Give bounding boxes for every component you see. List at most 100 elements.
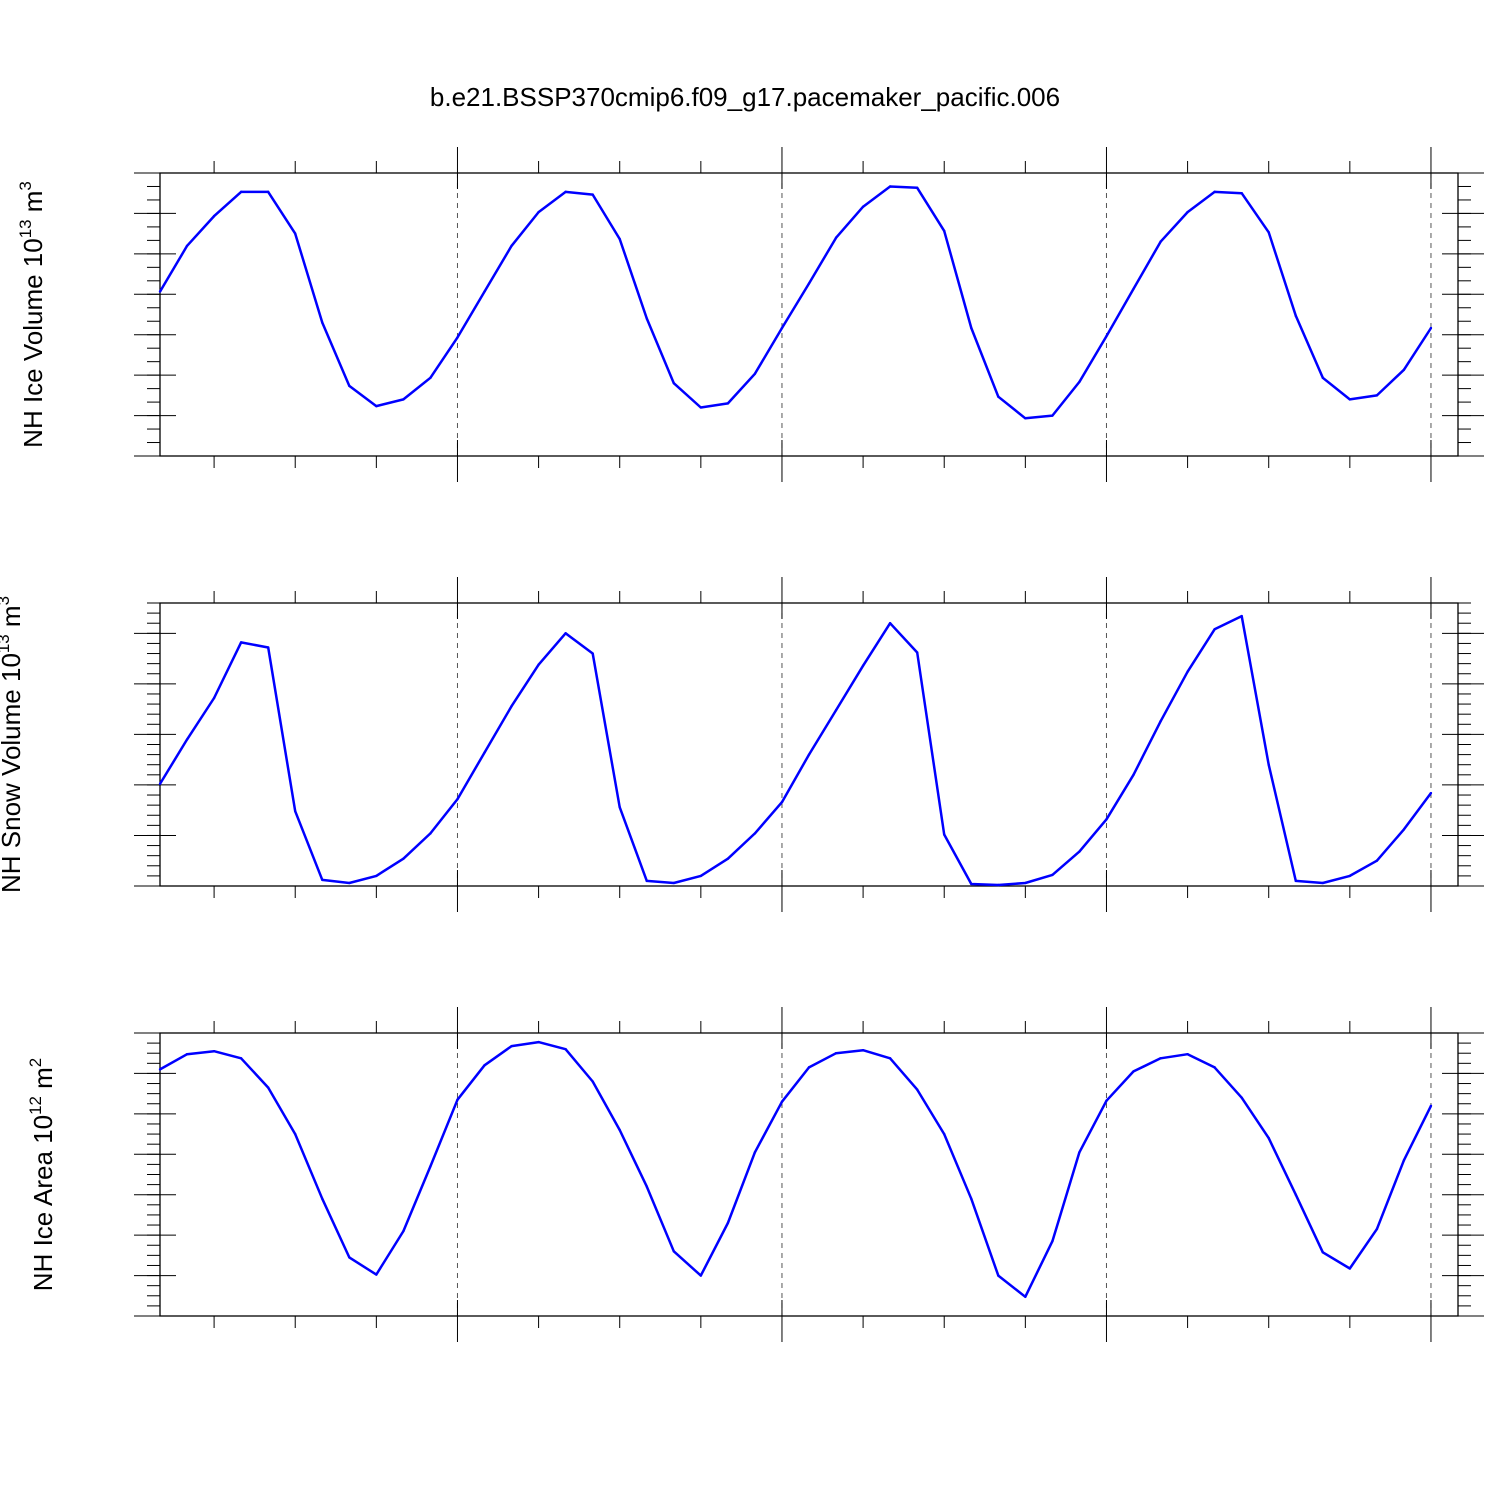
ice-volume-data-point	[1213, 190, 1216, 194]
ice-area-y-axis-label: NH Ice Area 1012 m2	[26, 1058, 58, 1291]
snow-volume-data-point	[1186, 670, 1189, 673]
ice-area-data-point	[1051, 1240, 1054, 1243]
snow-volume-panel: NH Snow Volume 1013 m3	[0, 577, 1484, 912]
ice-volume-data-point	[997, 395, 1000, 398]
ice-volume-data-point	[483, 290, 486, 293]
ice-area-data-point	[1105, 1099, 1108, 1102]
snow-volume-data-point	[888, 622, 892, 625]
snow-volume-data-point	[429, 832, 432, 835]
ice-area-series-line	[159, 1040, 1433, 1299]
ice-area-data-point	[1132, 1070, 1135, 1073]
ice-area-data-point	[402, 1229, 405, 1233]
snow-volume-data-point	[1375, 859, 1379, 862]
ice-volume-data-point	[537, 210, 540, 214]
snow-volume-data-point	[1402, 828, 1406, 831]
snow-volume-data-point	[699, 874, 703, 878]
ice-area-data-point	[483, 1064, 486, 1067]
ice-volume-data-point	[1348, 398, 1352, 401]
ice-volume-data-point	[402, 398, 405, 401]
ice-volume-data-point	[375, 404, 378, 408]
ice-volume-panel: NH Ice Volume 1013 m3	[16, 147, 1484, 482]
snow-volume-y-axis-label-part: m	[0, 605, 26, 634]
ice-volume-data-point	[564, 190, 567, 194]
ice-area-data-point	[1375, 1227, 1379, 1231]
snow-volume-data-point	[1240, 614, 1243, 618]
ice-volume-y-axis-label-part: 13	[16, 219, 35, 238]
snow-volume-data-point	[726, 857, 730, 860]
ice-volume-data-point	[888, 185, 892, 188]
ice-area-data-point	[834, 1052, 838, 1055]
ice-area-data-point	[212, 1049, 216, 1053]
ice-area-data-point	[185, 1053, 189, 1056]
ice-area-data-point	[780, 1100, 784, 1103]
snow-volume-data-point	[834, 708, 838, 712]
ice-area-data-point	[699, 1274, 703, 1277]
ice-area-data-point	[591, 1080, 594, 1083]
snow-volume-data-point	[1267, 763, 1270, 766]
ice-area-data-point	[645, 1185, 648, 1188]
ice-volume-data-points	[158, 185, 1433, 420]
ice-volume-y-axis-label-part: NH Ice Volume 10	[18, 238, 48, 448]
snow-volume-data-point	[915, 651, 919, 654]
snow-volume-y-axis-label-part: 13	[0, 634, 13, 653]
ice-volume-series-line	[158, 185, 1433, 420]
ice-area-data-point	[1186, 1053, 1189, 1056]
ice-volume-y-axis-label: NH Ice Volume 1013 m3	[16, 181, 48, 448]
ice-volume-data-point	[943, 229, 946, 233]
ice-volume-data-point	[915, 186, 919, 190]
ice-volume-data-point	[348, 384, 351, 388]
snow-volume-data-point	[266, 646, 270, 649]
snow-volume-data-point	[185, 738, 189, 741]
ice-volume-data-point	[807, 282, 811, 285]
ice-area-data-point	[266, 1086, 270, 1089]
ice-volume-data-point	[618, 237, 621, 241]
ice-volume-data-point	[1375, 394, 1379, 397]
snow-volume-data-point	[780, 800, 784, 804]
ice-volume-data-point	[1294, 314, 1297, 318]
snow-volume-data-point	[1348, 874, 1352, 878]
snow-volume-y-axis-label: NH Snow Volume 1013 m3	[0, 596, 26, 893]
ice-volume-data-point	[1051, 414, 1054, 417]
ice-volume-data-point	[158, 290, 162, 293]
ice-area-data-point	[375, 1273, 378, 1276]
snow-volume-data-point	[348, 881, 351, 885]
ice-area-data-point	[1348, 1267, 1352, 1270]
ice-area-data-point	[1024, 1295, 1027, 1298]
snow-volume-data-point	[1132, 773, 1135, 777]
snow-volume-data-points	[158, 614, 1433, 887]
ice-area-data-point	[915, 1088, 919, 1091]
snow-volume-data-point	[537, 663, 540, 666]
snow-volume-data-point	[510, 704, 513, 708]
ice-volume-data-point	[266, 190, 270, 194]
snow-volume-data-point	[1159, 720, 1162, 723]
ice-volume-data-point	[780, 326, 784, 330]
ice-area-data-point	[1429, 1104, 1433, 1107]
ice-area-data-point	[294, 1132, 297, 1136]
snow-volume-data-point	[1321, 881, 1325, 885]
snow-volume-plot-frame	[159, 602, 1459, 887]
ice-volume-data-point	[294, 232, 297, 235]
ice-area-data-point	[943, 1132, 946, 1136]
ice-volume-data-point	[239, 190, 243, 194]
ice-volume-data-point	[1132, 287, 1135, 291]
ice-volume-y-axis-label-part: m	[18, 191, 48, 220]
snow-volume-data-point	[1078, 850, 1081, 853]
snow-volume-data-point	[807, 753, 811, 756]
ice-area-data-point	[888, 1057, 892, 1060]
ice-area-data-point	[753, 1151, 757, 1154]
ice-volume-data-point	[861, 205, 865, 208]
ice-volume-data-point	[1078, 380, 1081, 384]
ice-volume-data-point	[1321, 376, 1325, 380]
ice-volume-data-point	[1402, 368, 1406, 371]
chart-title: b.e21.BSSP370cmip6.f09_g17.pacemaker_pac…	[430, 82, 1060, 112]
ice-area-y-axis-label-part: 12	[26, 1096, 45, 1115]
ice-volume-data-point	[321, 321, 324, 324]
snow-volume-data-point	[1213, 628, 1216, 631]
ice-volume-data-point	[429, 376, 432, 380]
ice-area-x-ticks	[134, 1007, 1484, 1342]
ice-area-data-point	[239, 1057, 243, 1060]
ice-area-data-point	[348, 1256, 351, 1259]
ice-volume-data-point	[645, 317, 648, 320]
ice-area-data-point	[807, 1066, 811, 1069]
